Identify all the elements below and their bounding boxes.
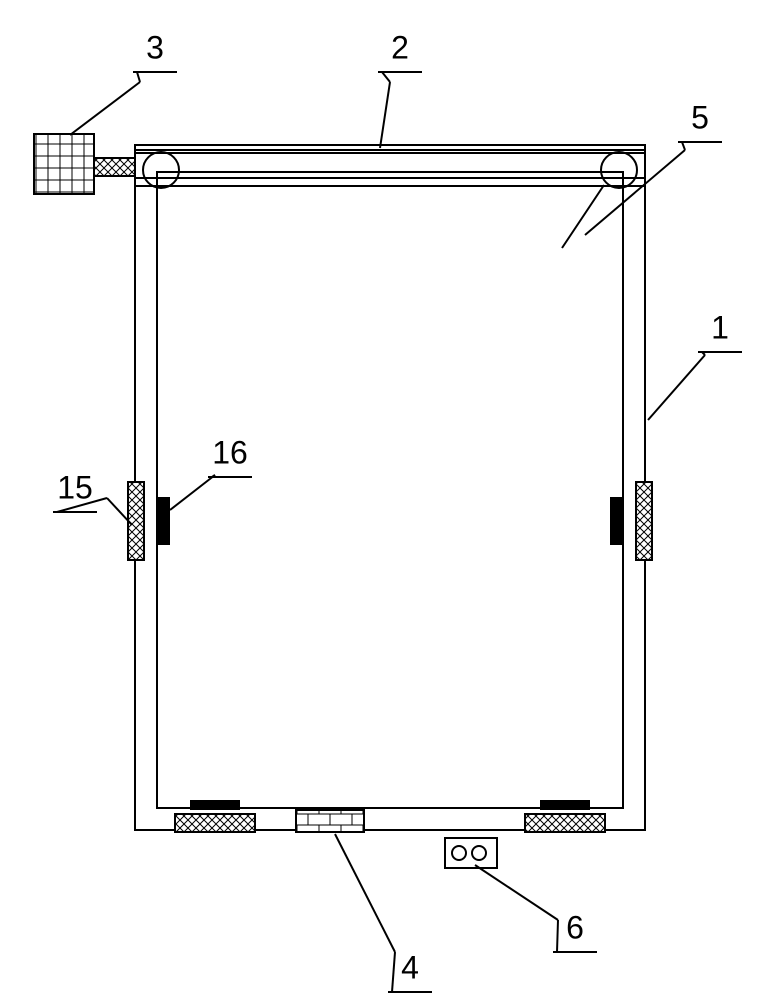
label-2: 2 — [391, 29, 409, 65]
label-4: 4 — [401, 949, 419, 985]
brace-line — [562, 185, 604, 248]
leader-tail-3 — [137, 72, 140, 82]
foot-inner-left — [190, 800, 240, 810]
leader-tail-6 — [557, 920, 558, 952]
side-inner-right — [610, 497, 622, 545]
outlet-hole-2 — [472, 846, 486, 860]
lid-bottom — [135, 178, 645, 186]
foot-pad-left — [175, 814, 255, 832]
side-inner-left — [158, 497, 170, 545]
leader-16 — [170, 475, 215, 510]
leader-tail-5 — [682, 142, 685, 150]
handle-knob — [34, 134, 94, 194]
pivot-left — [143, 152, 179, 188]
label-3: 3 — [146, 29, 164, 65]
side-pad-right — [636, 482, 652, 560]
vessel-outer — [135, 150, 645, 830]
foot-pad-right — [525, 814, 605, 832]
leader-tail-4 — [392, 952, 395, 992]
side-pad-left — [128, 482, 144, 560]
pivot-right — [601, 152, 637, 188]
handle-shaft — [94, 158, 135, 176]
foot-inner-right — [540, 800, 590, 810]
label-1: 1 — [711, 309, 729, 345]
label-5: 5 — [691, 99, 709, 135]
leader-tail-2 — [382, 72, 390, 82]
label-16: 16 — [212, 434, 248, 470]
leader-1 — [648, 355, 705, 420]
vessel-inner — [157, 172, 623, 808]
leader-2 — [380, 82, 390, 148]
drain-block — [296, 810, 364, 832]
leader-4 — [335, 834, 395, 952]
leader-6 — [475, 865, 558, 920]
outlet-hole-1 — [452, 846, 466, 860]
label-15: 15 — [57, 469, 93, 505]
leader-3 — [70, 82, 140, 135]
label-6: 6 — [566, 909, 584, 945]
